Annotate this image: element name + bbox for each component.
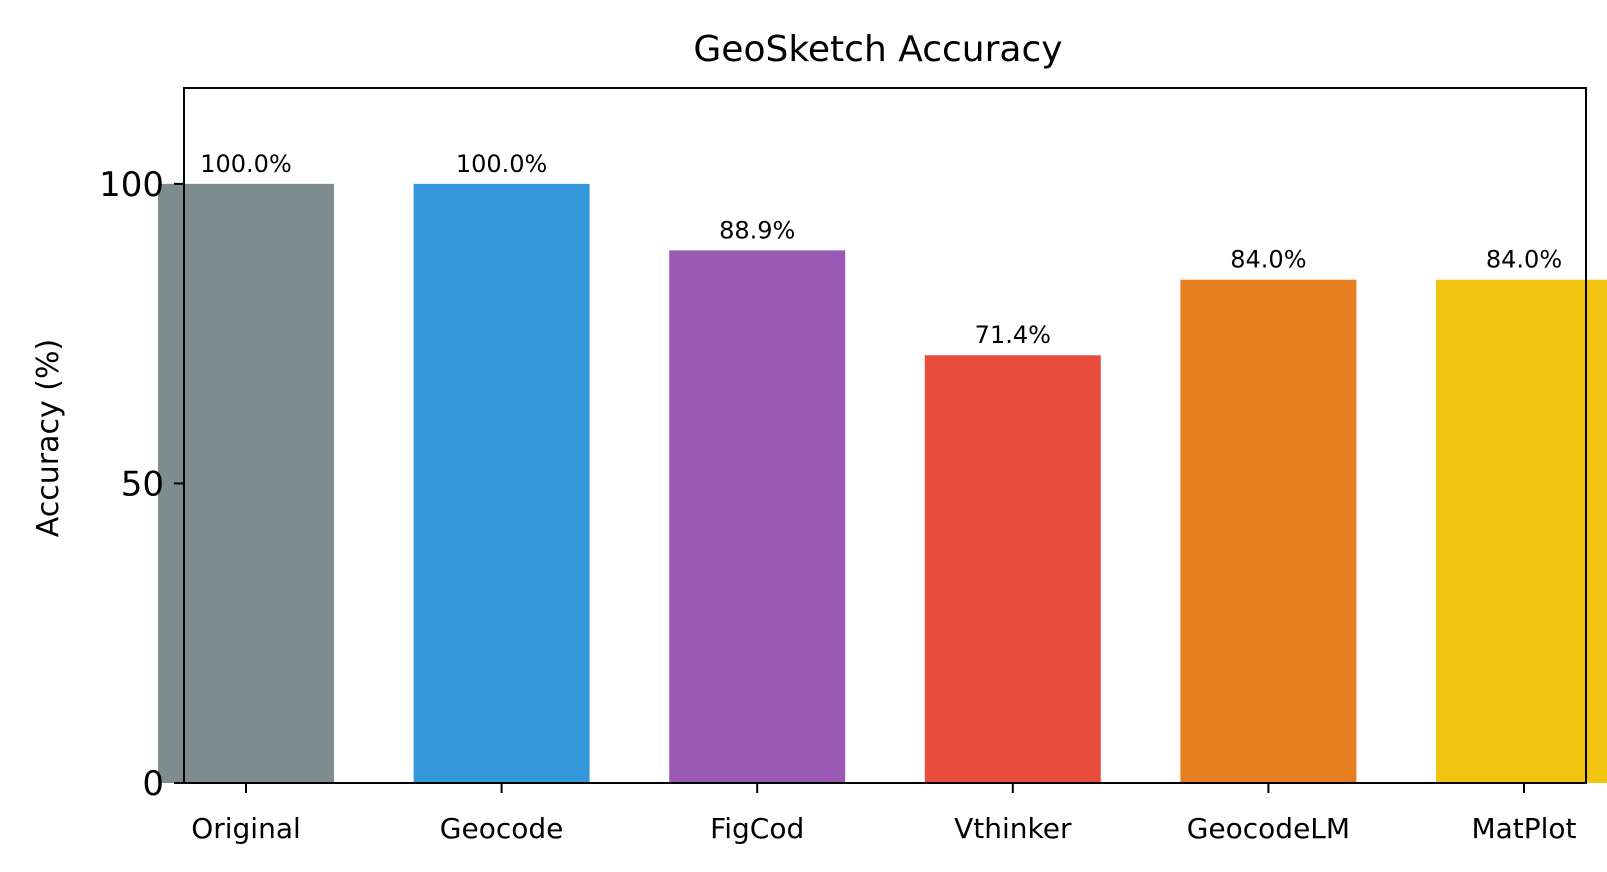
value-label-geocode: 100.0% — [456, 150, 548, 178]
y-axis-label: Accuracy (%) — [31, 339, 66, 537]
y-tick-label-0: 0 — [142, 764, 164, 804]
y-tick-label-50: 50 — [121, 464, 164, 504]
x-axis-ticks: Original Geocode FigCod Vthinker GeocodeLM Ma… — [191, 783, 1577, 845]
bar-geocode — [413, 183, 590, 784]
y-tick-label-100: 100 — [99, 165, 164, 205]
x-tick-label-geocodelm: GeocodeLM — [1187, 812, 1350, 845]
value-label-matplot: 84.0% — [1486, 246, 1562, 274]
bars-layer — [158, 183, 1607, 784]
x-tick-label-matplot: MatPlot — [1471, 812, 1576, 845]
value-label-vthinker: 71.4% — [975, 321, 1051, 349]
bar-geocodelm — [1180, 279, 1357, 783]
bar-vthinker — [924, 355, 1101, 783]
x-tick-label-original: Original — [191, 812, 301, 845]
x-tick-label-vthinker: Vthinker — [954, 812, 1072, 845]
value-label-figcod: 88.9% — [719, 216, 795, 244]
y-axis-ticks: 0 50 100 — [99, 165, 184, 804]
value-label-geocodelm: 84.0% — [1230, 246, 1306, 274]
bar-matplot — [1436, 279, 1607, 783]
chart-title: GeoSketch Accuracy — [693, 29, 1062, 70]
value-labels-layer: 100.0% 100.0% 88.9% 71.4% 84.0% 84.0% — [200, 150, 1562, 349]
bar-original — [158, 183, 334, 784]
bar-figcod — [669, 250, 846, 783]
plot-frame — [183, 87, 1587, 784]
x-tick-label-geocode: Geocode — [440, 812, 564, 845]
x-tick-label-figcod: FigCod — [710, 812, 804, 845]
value-label-original: 100.0% — [200, 150, 292, 178]
